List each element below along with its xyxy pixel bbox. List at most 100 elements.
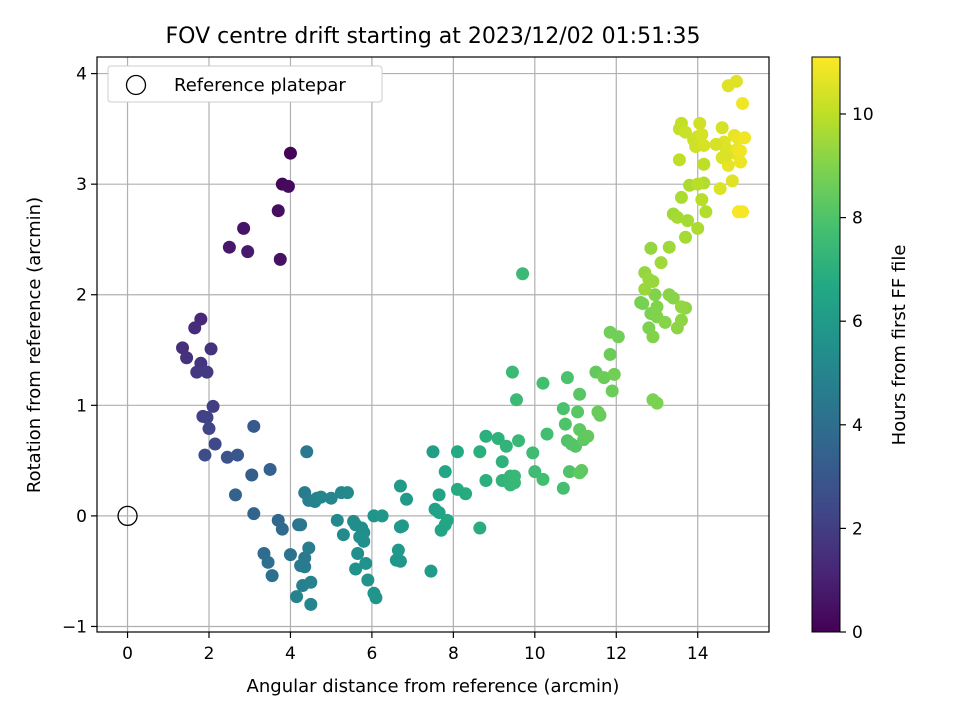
data-point	[314, 490, 328, 504]
y-axis-label: Rotation from reference (arcmin)	[24, 197, 45, 493]
data-point	[202, 422, 216, 436]
data-point	[479, 474, 493, 488]
data-point	[400, 492, 414, 506]
data-point	[650, 396, 664, 410]
data-point	[391, 543, 405, 557]
data-point	[231, 448, 245, 462]
legend: Reference platepar	[107, 65, 383, 103]
data-point	[611, 330, 625, 344]
data-point	[290, 590, 304, 604]
grid	[97, 57, 769, 632]
x-axis-label: Angular distance from reference (arcmin)	[247, 676, 620, 697]
data-point	[393, 479, 407, 493]
data-point	[241, 245, 255, 259]
data-point	[581, 429, 595, 443]
reference-platepar-marker	[117, 505, 138, 527]
data-point	[670, 210, 684, 224]
chart-title: FOV centre drift starting at 2023/12/02 …	[166, 24, 701, 49]
y-tick-label: 3	[76, 175, 87, 195]
data-point	[176, 341, 190, 355]
data-point	[526, 446, 540, 460]
data-point	[424, 564, 438, 578]
data-point	[479, 429, 493, 443]
data-point	[275, 522, 289, 536]
data-point	[573, 387, 587, 401]
data-point	[733, 155, 747, 169]
data-point	[220, 450, 234, 464]
data-point	[298, 560, 312, 574]
data-point	[432, 488, 446, 502]
data-point	[393, 554, 407, 568]
legend-label: Reference platepar	[174, 75, 346, 96]
data-point	[265, 569, 279, 583]
data-point	[636, 297, 650, 311]
data-point	[560, 371, 574, 385]
data-point	[459, 487, 473, 501]
data-point	[681, 214, 695, 228]
data-point	[733, 144, 747, 158]
data-point	[273, 252, 287, 266]
data-point	[190, 365, 204, 379]
data-point	[597, 371, 611, 385]
data-point	[719, 148, 733, 162]
data-point	[536, 376, 550, 390]
data-point	[721, 158, 735, 172]
data-point	[648, 288, 662, 302]
data-point	[440, 513, 454, 527]
data-point	[674, 300, 688, 314]
data-point	[654, 256, 668, 270]
data-point	[261, 555, 275, 569]
data-point	[607, 367, 621, 381]
data-point	[359, 556, 373, 570]
data-point	[349, 562, 363, 576]
data-point	[495, 455, 509, 469]
data-point	[725, 174, 739, 188]
data-point	[666, 291, 680, 305]
data-point	[438, 465, 452, 479]
data-point	[505, 365, 519, 379]
x-tick-label: 8	[448, 644, 459, 664]
plot-frame	[96, 56, 770, 633]
data-point	[556, 481, 570, 495]
data-point	[697, 157, 711, 171]
data-point	[324, 491, 338, 505]
data-point	[516, 267, 530, 281]
data-point	[369, 591, 383, 605]
data-point	[204, 342, 218, 356]
data-point	[536, 472, 550, 486]
y-tick-label: 4	[76, 65, 87, 85]
data-point	[302, 541, 316, 555]
data-point	[693, 116, 707, 130]
data-point	[638, 282, 652, 296]
data-point	[715, 121, 729, 135]
data-point	[691, 221, 705, 235]
legend-box	[107, 65, 383, 103]
colorbar-label: Hours from first FF file	[889, 245, 910, 446]
data-point	[499, 439, 513, 453]
data-point	[528, 465, 542, 479]
data-point	[294, 518, 308, 532]
x-tick-label: 4	[285, 644, 296, 664]
y-tick-label: 2	[76, 286, 87, 306]
data-point	[650, 300, 664, 314]
data-point	[340, 486, 354, 500]
data-point	[180, 351, 194, 365]
data-point	[304, 575, 318, 589]
data-point	[699, 205, 713, 219]
data-point	[603, 347, 617, 361]
data-point	[556, 402, 570, 416]
data-point	[558, 417, 572, 431]
data-point	[263, 462, 277, 476]
data-point	[646, 274, 660, 288]
data-point	[228, 488, 242, 502]
data-point	[426, 445, 440, 459]
data-point	[509, 393, 523, 407]
data-point	[473, 445, 487, 459]
data-point	[562, 465, 576, 479]
data-point	[200, 410, 214, 424]
data-point	[571, 405, 585, 419]
x-tick-label: 0	[122, 644, 133, 664]
legend-reference-marker	[125, 74, 147, 96]
data-point	[336, 528, 350, 542]
data-point	[393, 520, 407, 534]
